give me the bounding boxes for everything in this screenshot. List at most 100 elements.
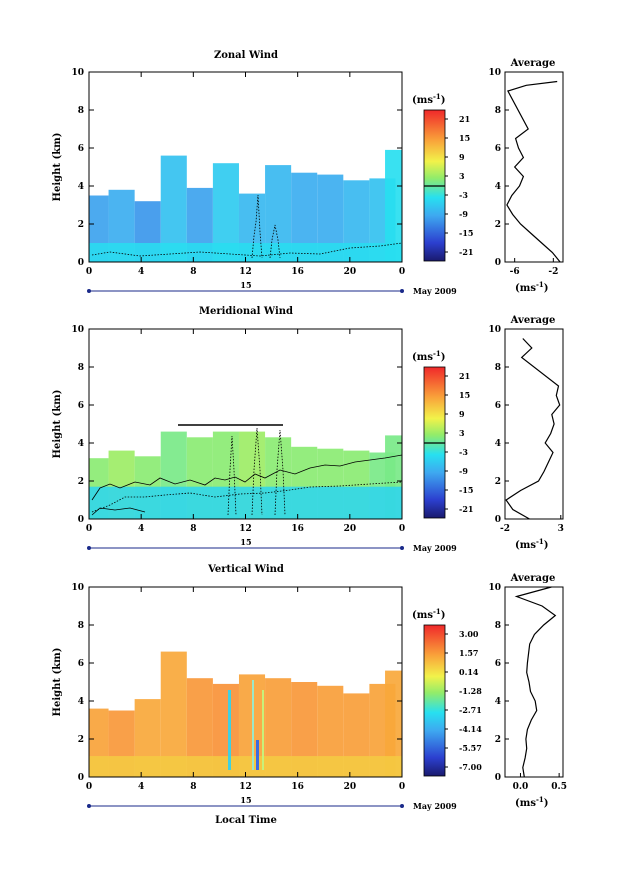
- meridional-wind-y-axis: 0 0 2 2 4 4 6 6 8 8 10 10: [71, 325, 509, 525]
- vertical-wind-average-profile: Average 0.0 0.5 (ms-1): [504, 573, 567, 809]
- vertical-wind-profile-y-tick-label: 10: [488, 583, 501, 593]
- svg-text:(ms-1): (ms-1): [412, 92, 445, 106]
- vertical-wind-y-tick-label: 8: [78, 621, 84, 631]
- vertical-wind-y-label: Height (km): [52, 648, 63, 717]
- meridional-wind-average-profile: Average -2 3 (ms-1): [500, 315, 564, 551]
- zonal-wind-average-title: Average: [510, 58, 556, 69]
- vertical-wind-y-tick-label: 2: [78, 735, 84, 745]
- meridional-wind-date-label: May 2009: [413, 543, 457, 553]
- vertical-wind-colorbar-tick-label: 1.57: [459, 648, 478, 658]
- meridional-wind-profile-x-tick-label: 3: [558, 524, 564, 534]
- meridional-wind-low-layer: [89, 486, 402, 519]
- vertical-wind-x-tick-label: 20: [344, 782, 357, 792]
- meridional-wind-y-tick-label: 0: [78, 515, 84, 525]
- vertical-wind-features: [228, 680, 264, 770]
- meridional-wind-contours: [91, 424, 403, 516]
- vertical-wind-y-tick-label: 4: [78, 697, 84, 707]
- meridional-wind-colorbar-tick-label: 15: [459, 390, 470, 400]
- zonal-wind-y-tick-label: 4: [78, 182, 84, 192]
- svg-text:(ms-1): (ms-1): [515, 280, 548, 294]
- vertical-wind-y-axis: 0 0 2 2 4 4 6 6 8 8 10 10: [71, 583, 509, 783]
- vertical-wind-x-axis: 0 4 8 12 16 20 0: [86, 587, 405, 792]
- meridional-wind-x-tick-label: 20: [344, 524, 357, 534]
- meridional-wind-y-tick-label: 10: [71, 325, 84, 335]
- zonal-wind-profile-y-tick-label: 2: [495, 220, 501, 230]
- meridional-wind-colorbar-tick-label: 21: [459, 371, 470, 381]
- zonal-wind-colorbar-tick-label: 9: [459, 152, 465, 162]
- meridional-wind-profile-y-tick-label: 4: [495, 439, 501, 449]
- zonal-wind-colorbar-tick-label: -21: [459, 247, 473, 257]
- meridional-wind-colorbar-tick-label: -21: [459, 504, 473, 514]
- zonal-wind-colorbar-unit: (ms: [412, 95, 433, 106]
- vertical-wind-colorbar-tick-label: -4.14: [459, 724, 482, 734]
- zonal-wind-colorbar-tick-label: 21: [459, 114, 470, 124]
- meridional-wind-field: [89, 431, 402, 519]
- zonal-wind-day-label: 15: [240, 280, 251, 290]
- meridional-wind-day-bar: 15: [87, 537, 404, 550]
- meridional-wind-x-tick-label: 4: [138, 524, 144, 534]
- zonal-wind-date-label: May 2009: [413, 286, 457, 296]
- meridional-wind-profile-y-tick-label: 2: [495, 477, 501, 487]
- meridional-wind-y-tick-label: 4: [78, 439, 84, 449]
- zonal-wind-x-tick-label: 0: [86, 267, 92, 277]
- zonal-wind-low-layer: [89, 243, 402, 262]
- zonal-wind-day-bar: 15: [87, 280, 404, 293]
- meridional-wind-y-label: Height (km): [52, 390, 63, 459]
- zonal-wind-profile-x-tick-label: -2: [548, 267, 558, 277]
- zonal-wind-colorbar-tick-label: -15: [459, 228, 473, 238]
- vertical-wind-colorbar-tick-label: -5.57: [459, 743, 482, 753]
- meridional-wind-colorbar-tick-label: -15: [459, 485, 473, 495]
- vertical-wind-field-column: [385, 670, 402, 777]
- meridional-wind-colorbar-tick-label: -9: [459, 466, 468, 476]
- zonal-wind-profile-x-tick-label: -6: [510, 267, 520, 277]
- zonal-wind-x-tick-label: 0: [399, 267, 405, 277]
- vertical-wind-profile-unit: (ms: [515, 798, 536, 809]
- zonal-wind-y-axis: 0 0 2 2 4 4 6 6 8 8 10 10: [71, 68, 509, 268]
- meridional-wind-panel: Meridional Wind 0 4 8 12 16 20 0 0 02 24 46 68 810 1…: [52, 306, 564, 553]
- vertical-wind-colorbar-tick-label: -7.00: [459, 762, 482, 772]
- zonal-wind-colorbar: (ms-1) 21 15 9 3 -3 -9 -15 -21: [412, 92, 473, 262]
- meridional-wind-x-tick-label: 12: [239, 524, 252, 534]
- meridional-wind-colorbar-tick-label: 3: [459, 428, 465, 438]
- vertical-wind-panel: Vertical Wind 0 4 8 12 16 20 0 0 02 24 46 68 810 10 …: [52, 564, 567, 826]
- zonal-wind-colorbar-tick-label: 3: [459, 171, 465, 181]
- meridional-wind-y-tick-label: 2: [78, 477, 84, 487]
- vertical-wind-date-label: May 2009: [413, 801, 457, 811]
- vertical-wind-profile-x-tick-label: 0.5: [551, 782, 567, 792]
- meridional-wind-profile-x-tick-label: -2: [500, 524, 510, 534]
- vertical-wind-profile-y-tick-label: 0: [495, 773, 501, 783]
- zonal-wind-average-profile: Average -6 -2 (ms-1): [504, 58, 564, 294]
- local-time-label: Local Time: [215, 815, 277, 826]
- zonal-wind-x-axis: 0 4 8 12 16 20 0: [86, 72, 405, 277]
- meridional-wind-day-label: 15: [240, 537, 251, 547]
- vertical-wind-field: [89, 651, 402, 777]
- vertical-wind-colorbar-tick-label: 0.14: [459, 667, 479, 677]
- svg-text:(ms-1): (ms-1): [515, 795, 548, 809]
- zonal-wind-field: [89, 149, 402, 262]
- vertical-wind-x-tick-label: 0: [399, 782, 405, 792]
- meridional-wind-colorbar-unit: (ms: [412, 352, 433, 363]
- meridional-wind-colorbar-tick-label: 9: [459, 409, 465, 419]
- svg-text:(ms-1): (ms-1): [412, 349, 445, 363]
- vertical-wind-x-tick-label: 8: [190, 782, 196, 792]
- vertical-wind-colorbar-unit: (ms: [412, 610, 433, 621]
- zonal-wind-profile-y-tick-label: 4: [495, 182, 501, 192]
- meridional-wind-profile-unit: (ms: [515, 540, 536, 551]
- vertical-wind-y-tick-label: 0: [78, 773, 84, 783]
- vertical-wind-average-title: Average: [510, 573, 556, 584]
- meridional-wind-x-tick-label: 16: [291, 524, 304, 534]
- vertical-wind-x-tick-label: 0: [86, 782, 92, 792]
- zonal-wind-profile-y-tick-label: 0: [495, 258, 501, 268]
- meridional-wind-title: Meridional Wind: [199, 306, 293, 317]
- meridional-wind-profile-y-tick-label: 6: [495, 401, 501, 411]
- zonal-wind-profile-y-tick-label: 10: [488, 68, 501, 78]
- vertical-wind-profile-y-tick-label: 6: [495, 659, 501, 669]
- vertical-wind-profile-x-tick-label: 0.0: [513, 782, 529, 792]
- vertical-wind-colorbar: (ms-1) 3.00 1.57 0.14 -1.28 -2.71 -4.14 -5.57 -…: [412, 607, 482, 777]
- zonal-wind-colorbar-tick-label: -9: [459, 209, 468, 219]
- zonal-wind-profile-line: [506, 80, 561, 263]
- meridional-wind-colorbar-tick-label: -3: [459, 447, 468, 457]
- vertical-wind-profile-line: [514, 586, 557, 778]
- zonal-wind-profile-unit: (ms: [515, 283, 536, 294]
